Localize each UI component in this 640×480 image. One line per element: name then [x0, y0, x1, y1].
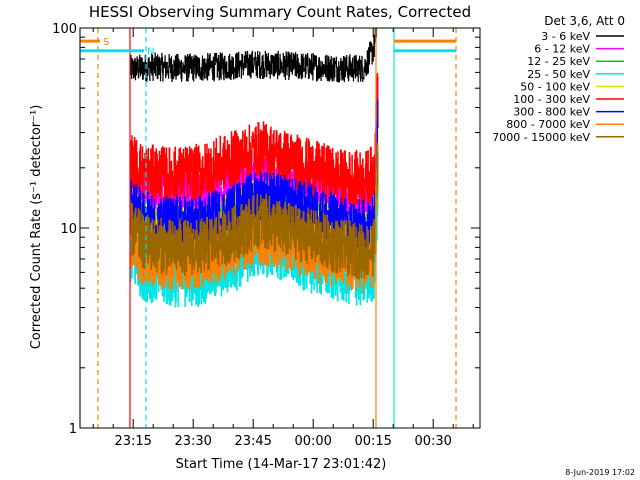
legend-label: 100 - 300 keV — [513, 93, 590, 106]
chart-title: HESSI Observing Summary Count Rates, Cor… — [89, 3, 471, 21]
y-axis-label: Corrected Count Rate (s⁻¹ detector⁻¹) — [29, 105, 44, 350]
x-axis-label: Start Time (14-Mar-17 23:01:42) — [176, 457, 387, 472]
y-tick-label: 1 — [69, 422, 77, 437]
flag-label-s: S — [103, 37, 109, 48]
legend-label: 800 - 7000 keV — [506, 118, 590, 131]
series-line-6 — [129, 73, 379, 207]
x-tick-label: 00:15 — [354, 434, 391, 449]
legend-label: 300 - 800 keV — [513, 106, 590, 119]
legend-label: 25 - 50 keV — [527, 68, 590, 81]
y-tick-label: 10 — [60, 222, 77, 237]
y-tick-label: 100 — [52, 22, 77, 37]
series-line-1 — [129, 28, 378, 83]
x-tick-label: 23:15 — [114, 434, 151, 449]
plot-area: S N 1 10 100 23:15 23:30 23:45 00:00 00:15 00:30 — [52, 22, 481, 449]
flag-label-n: N — [147, 47, 154, 58]
x-tick-label: 00:30 — [414, 434, 451, 449]
legend-label: 6 - 12 keV — [534, 43, 590, 56]
x-tick-label: 00:00 — [294, 434, 331, 449]
footer-date: 8-Jun-2019 17:02 — [565, 468, 635, 477]
legend-label: 50 - 100 keV — [520, 80, 590, 93]
x-tick-label: 23:30 — [174, 434, 211, 449]
legend-label: 12 - 25 keV — [527, 55, 590, 68]
series-line-9 — [129, 152, 379, 280]
series-group — [129, 28, 379, 308]
legend-label: 3 - 6 keV — [541, 30, 590, 43]
x-tick-label: 23:45 — [234, 434, 271, 449]
legend-header: Det 3,6, Att 0 — [544, 14, 625, 28]
legend-label: 7000 - 15000 keV — [492, 131, 590, 144]
